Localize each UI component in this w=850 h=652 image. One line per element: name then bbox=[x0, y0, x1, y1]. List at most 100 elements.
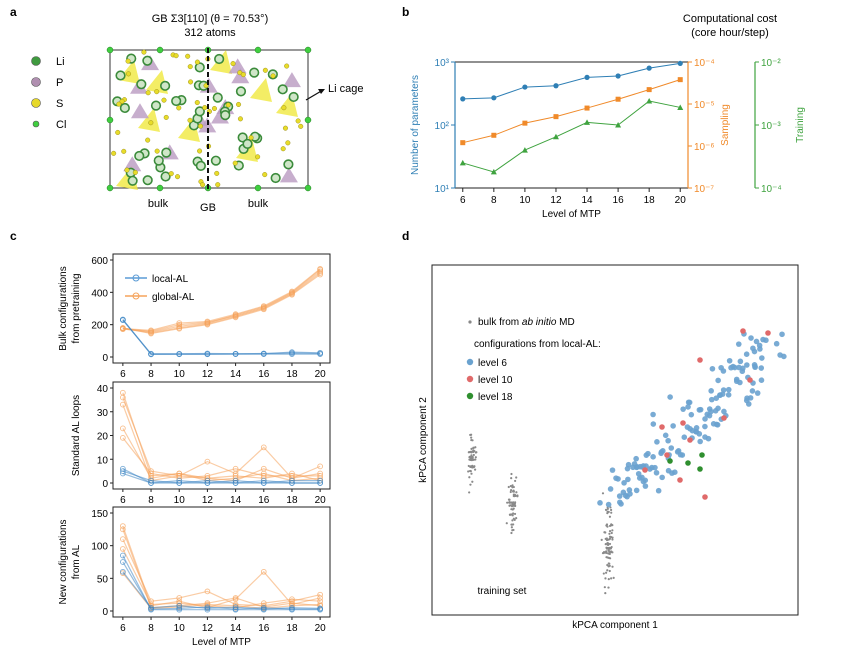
local-al-run-point bbox=[260, 604, 267, 611]
level-6-point bbox=[702, 423, 708, 430]
li-atom bbox=[283, 159, 294, 170]
level-6-point bbox=[708, 396, 715, 403]
point-right1 bbox=[522, 120, 528, 126]
training-point bbox=[610, 523, 613, 526]
local-al-run-point bbox=[120, 552, 126, 559]
level-6-point bbox=[642, 483, 649, 489]
li-atom bbox=[270, 172, 281, 184]
level-6-point bbox=[715, 377, 721, 384]
training-point bbox=[508, 504, 511, 507]
s-atom bbox=[284, 63, 290, 69]
legend-level-10-label: level 10 bbox=[478, 375, 513, 386]
training-point bbox=[512, 489, 515, 492]
training-point bbox=[511, 484, 514, 487]
panel-a-letter: a bbox=[10, 5, 17, 19]
local-al-run-point bbox=[289, 477, 295, 484]
chart-c2-xtick-label: 20 bbox=[315, 495, 327, 506]
training-point bbox=[473, 465, 476, 468]
li-atom bbox=[142, 55, 153, 66]
level-10-point bbox=[659, 424, 665, 430]
cl-atom bbox=[254, 46, 262, 54]
chart-c1-xtick-label: 8 bbox=[148, 369, 154, 380]
s-atom bbox=[115, 129, 121, 135]
point-right1 bbox=[491, 132, 497, 138]
s-atom bbox=[298, 123, 304, 129]
panel-b-left-tick-label: 10² bbox=[435, 121, 450, 132]
li-atom bbox=[288, 91, 299, 103]
training-point bbox=[606, 569, 609, 572]
level-6-point bbox=[737, 358, 744, 365]
training-point bbox=[510, 477, 513, 480]
chart-c2-xtick-label: 12 bbox=[202, 495, 214, 506]
level-6-point bbox=[693, 429, 700, 435]
point-right1 bbox=[553, 114, 559, 120]
level-6-point bbox=[617, 499, 623, 506]
panel-b-right2-tick-label: 10⁻³ bbox=[761, 121, 781, 132]
s-atom-icon bbox=[31, 98, 41, 108]
chart-c2-xtick-label: 6 bbox=[120, 495, 126, 506]
global-al-run-point bbox=[176, 320, 183, 326]
training-point bbox=[513, 504, 517, 507]
legend-local-AL-marker-icon bbox=[132, 274, 140, 282]
training-point bbox=[471, 450, 474, 453]
s-atom bbox=[225, 102, 231, 108]
level-10-point bbox=[687, 437, 693, 443]
training-point bbox=[509, 513, 512, 516]
global-al-run-line bbox=[122, 268, 321, 331]
phosphorus-tetrahedron bbox=[279, 167, 298, 183]
global-al-run-point bbox=[260, 444, 267, 451]
panel-b-xtick-label: 10 bbox=[519, 195, 531, 206]
global-al-run-point bbox=[317, 463, 323, 470]
panel-a-title: GB Σ3[110] (θ = 70.53°) bbox=[152, 13, 268, 25]
level-6-point bbox=[625, 461, 632, 468]
global-al-run-point bbox=[317, 271, 323, 278]
li-atom bbox=[127, 175, 138, 186]
training-point bbox=[471, 466, 474, 469]
training-point bbox=[513, 495, 516, 498]
training-point bbox=[610, 550, 613, 553]
global-al-run-point bbox=[120, 546, 126, 552]
legend-level-6-label: level 6 bbox=[478, 358, 507, 369]
legend-p-label: P bbox=[56, 77, 63, 89]
training-point bbox=[514, 501, 517, 504]
level-6-point bbox=[681, 434, 688, 440]
level-6-point bbox=[720, 368, 727, 374]
s-atom bbox=[285, 140, 291, 146]
level-6-point bbox=[616, 493, 623, 499]
s-atom bbox=[200, 182, 206, 188]
s-atom bbox=[148, 120, 154, 126]
panel-b-xtick-label: 8 bbox=[491, 195, 497, 206]
global-al-run-point bbox=[232, 312, 239, 319]
level-6-point bbox=[719, 391, 726, 397]
level-6-point bbox=[709, 365, 716, 372]
chart-c2-xtick-label: 14 bbox=[230, 495, 242, 506]
level-10-point bbox=[697, 357, 703, 363]
chart-c1-xtick-label: 16 bbox=[258, 369, 270, 380]
legend-bulk-marker-icon bbox=[468, 320, 472, 324]
global-al-run-point bbox=[204, 321, 211, 328]
level-6-point bbox=[726, 357, 733, 364]
s-atom bbox=[194, 59, 200, 65]
level-6-point bbox=[732, 364, 738, 371]
level-6-point bbox=[697, 406, 704, 413]
level-6-point bbox=[650, 421, 657, 427]
level-6-point bbox=[655, 487, 662, 494]
level-6-point bbox=[633, 487, 640, 494]
training-point bbox=[607, 549, 610, 552]
sulfur-polyhedron bbox=[250, 78, 272, 102]
s-atom bbox=[125, 58, 131, 64]
global-al-run-point bbox=[260, 306, 267, 313]
chart-c3-xtick-label: 16 bbox=[258, 623, 270, 634]
level-6-point bbox=[639, 474, 645, 481]
training-point bbox=[508, 501, 512, 504]
global-al-run-point bbox=[232, 311, 239, 318]
s-atom bbox=[211, 105, 217, 111]
local-al-run-point bbox=[120, 470, 126, 477]
s-atom bbox=[121, 148, 127, 154]
chart-c3-ytick-label: 0 bbox=[102, 607, 108, 618]
level-6-point bbox=[620, 489, 627, 496]
level-6-point bbox=[712, 407, 719, 414]
level-6-point bbox=[721, 408, 727, 415]
global-al-run-point bbox=[120, 536, 126, 542]
level-6-point bbox=[667, 394, 673, 400]
